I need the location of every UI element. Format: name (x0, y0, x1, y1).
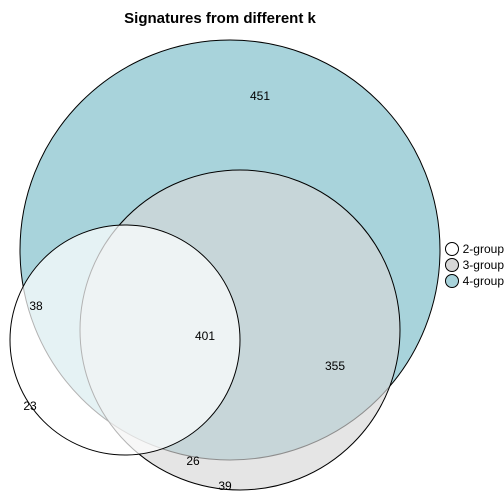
label-only2in4: 38 (29, 299, 43, 313)
legend-item-2-group: 2-group (445, 242, 504, 256)
legend-item-4-group: 4-group (445, 274, 504, 288)
legend-swatch-icon (445, 258, 459, 272)
legend-swatch-icon (445, 274, 459, 288)
venn-diagram: 451 38 401 355 23 26 39 (0, 0, 504, 504)
label-only4: 451 (250, 89, 270, 103)
legend: 2-group 3-group 4-group (445, 240, 504, 290)
label-only2: 23 (23, 399, 37, 413)
label-center: 401 (195, 329, 215, 343)
legend-item-3-group: 3-group (445, 258, 504, 272)
label-only3in4: 355 (325, 359, 345, 373)
label-only3: 39 (218, 479, 232, 493)
legend-swatch-icon (445, 242, 459, 256)
chart-title: Signatures from different k (0, 10, 440, 27)
legend-label: 2-group (463, 242, 504, 256)
legend-label: 4-group (463, 274, 504, 288)
legend-label: 3-group (463, 258, 504, 272)
label-b23: 26 (186, 454, 200, 468)
